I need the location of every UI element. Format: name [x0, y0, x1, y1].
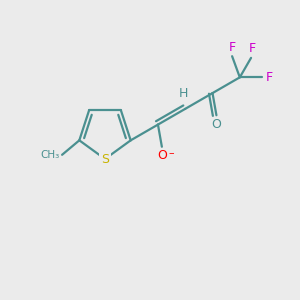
Text: F: F [266, 71, 273, 84]
Text: H: H [179, 87, 188, 100]
Text: CH₃: CH₃ [40, 150, 60, 160]
Text: O: O [212, 118, 221, 131]
Text: S: S [101, 152, 109, 166]
Text: F: F [249, 43, 256, 56]
Text: F: F [229, 41, 236, 54]
Text: –: – [169, 148, 174, 158]
Text: O: O [157, 149, 167, 162]
